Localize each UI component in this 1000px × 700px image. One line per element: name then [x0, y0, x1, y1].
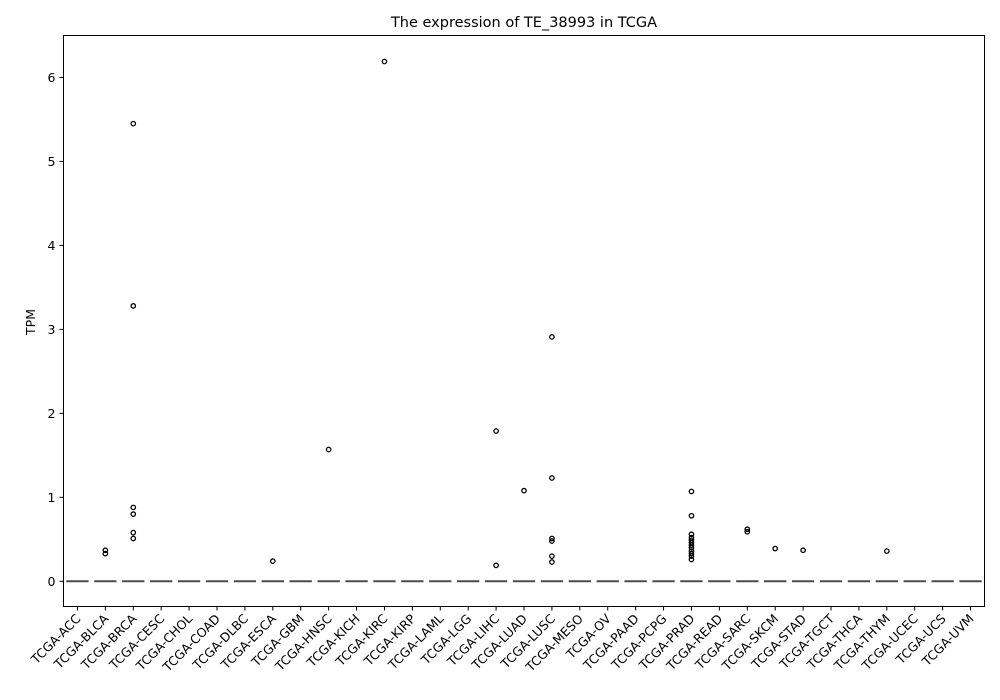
outlier-point	[688, 553, 695, 559]
y-axis-label: TPM	[23, 309, 38, 336]
y-tick-label: 6	[48, 70, 56, 85]
outlier-point	[521, 487, 527, 494]
outlier-point	[493, 562, 499, 569]
outlier-point	[130, 529, 137, 536]
y-tick-label: 0	[48, 574, 56, 589]
outlier-point	[744, 528, 751, 535]
outlier-point	[688, 542, 695, 549]
outlier-point	[772, 545, 779, 552]
outlier-point	[688, 556, 695, 563]
outlier-point	[549, 475, 555, 481]
outlier-point	[130, 511, 137, 517]
outlier-point	[102, 547, 109, 554]
y-axis: 0 1 2 3 4 5 6	[48, 70, 64, 589]
outlier-point	[549, 538, 555, 544]
y-tick-label: 5	[48, 154, 56, 169]
outlier-point	[688, 544, 695, 551]
outlier-point	[130, 504, 137, 511]
outlier-point	[688, 488, 695, 495]
outlier-point	[130, 535, 137, 542]
x-axis: TCGA-ACCTCGA-BLCATCGA-BRCATCGA-CESCTCGA-…	[27, 606, 977, 675]
y-tick-label: 2	[48, 406, 56, 421]
outlier-point	[883, 548, 890, 554]
chart-title: The expression of TE_38993 in TCGA	[390, 15, 657, 31]
y-tick-label: 4	[48, 238, 56, 253]
outliers	[102, 58, 890, 569]
outlier-point	[800, 547, 806, 554]
outlier-point	[549, 334, 555, 340]
outlier-point	[130, 303, 137, 309]
outlier-point	[381, 58, 388, 65]
y-tick-label: 3	[48, 322, 56, 337]
plot-frame	[63, 35, 985, 607]
outlier-point	[549, 559, 555, 565]
outlier-point	[549, 535, 555, 542]
outlier-point	[493, 428, 499, 434]
outlier-point	[102, 550, 109, 557]
y-tick-label: 1	[48, 490, 56, 505]
outlier-point	[130, 120, 137, 127]
outlier-point	[325, 446, 332, 453]
outlier-point	[688, 550, 695, 557]
outlier-point	[688, 531, 695, 538]
outlier-point	[688, 512, 695, 519]
outlier-point	[549, 553, 555, 559]
outlier-point	[269, 558, 276, 565]
outlier-point	[744, 526, 751, 533]
